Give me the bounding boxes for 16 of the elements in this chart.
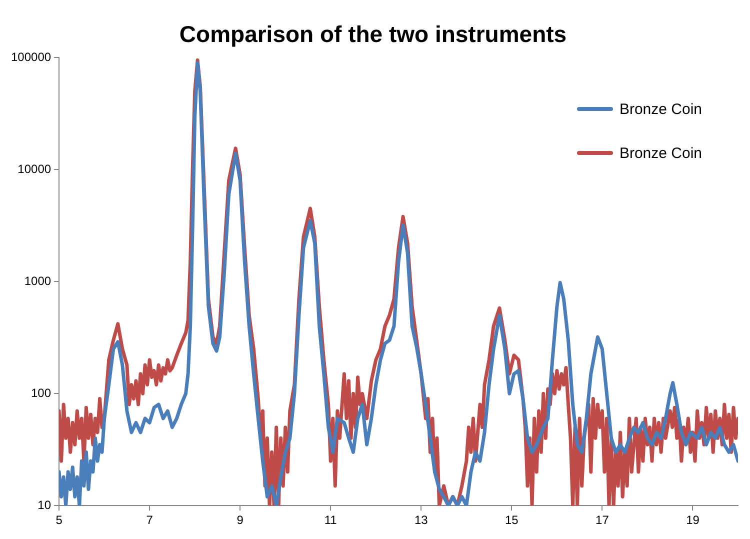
y-tick-label: 100000 <box>10 50 52 64</box>
legend-label: Bronze Coin <box>619 100 702 118</box>
chart-title: Comparison of the two instruments <box>179 21 567 48</box>
legend-label: Bronze Coin <box>619 144 702 162</box>
x-tick-label: 17 <box>596 513 610 528</box>
y-tick-label: 10 <box>38 498 52 512</box>
x-tick-label: 13 <box>414 513 428 528</box>
y-tick-label: 100 <box>31 386 52 400</box>
x-tick-label: 5 <box>56 513 63 528</box>
x-tick-label: 15 <box>505 513 519 528</box>
y-tick-label: 1000 <box>24 274 52 288</box>
x-tick-label: 11 <box>324 513 338 528</box>
x-tick-label: 7 <box>146 513 154 528</box>
x-tick-label: 19 <box>686 513 700 528</box>
y-tick-label: 10000 <box>18 162 52 176</box>
x-tick-label: 9 <box>236 513 244 528</box>
